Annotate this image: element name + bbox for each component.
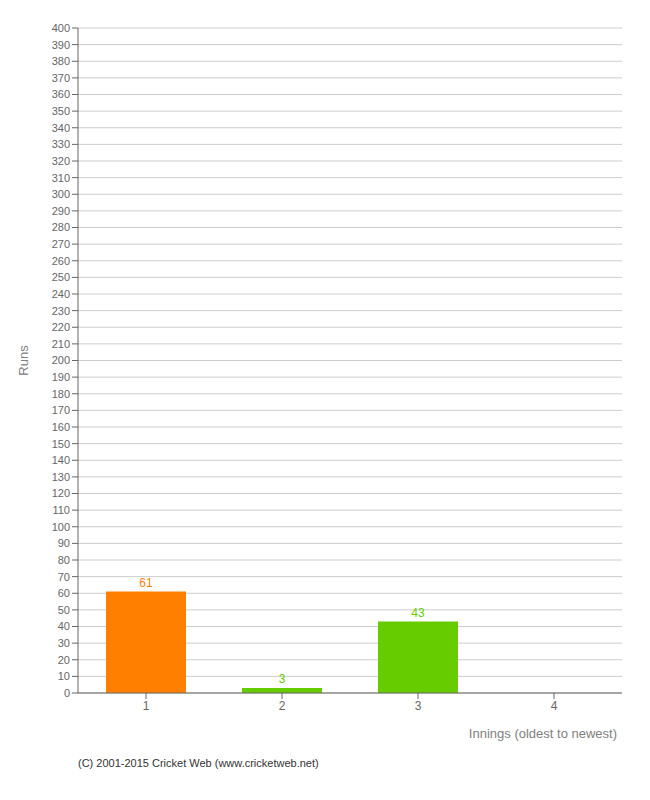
svg-text:150: 150 (52, 438, 70, 450)
svg-text:400: 400 (52, 22, 70, 34)
svg-text:100: 100 (52, 521, 70, 533)
html-text:(C) 2001-2015 Cricket Web (www: (C) 2001-2015 Cricket Web (www.cricketwe… (78, 757, 319, 769)
svg-text:1: 1 (143, 699, 150, 713)
svg-text:90: 90 (58, 537, 70, 549)
svg-text:30: 30 (58, 637, 70, 649)
svg-text:20: 20 (58, 654, 70, 666)
svg-text:4: 4 (551, 699, 558, 713)
svg-text:280: 280 (52, 221, 70, 233)
svg-text:350: 350 (52, 105, 70, 117)
svg-text:130: 130 (52, 471, 70, 483)
svg-text:Innings (oldest to newest): Innings (oldest to newest) (469, 726, 617, 741)
svg-text:360: 360 (52, 88, 70, 100)
svg-text:110: 110 (52, 504, 70, 516)
svg-text:320: 320 (52, 155, 70, 167)
svg-text:170: 170 (52, 404, 70, 416)
svg-text:80: 80 (58, 554, 70, 566)
svg-text:43: 43 (411, 606, 425, 620)
svg-text:210: 210 (52, 338, 70, 350)
svg-text:230: 230 (52, 305, 70, 317)
svg-text:140: 140 (52, 454, 70, 466)
svg-text:220: 220 (52, 321, 70, 333)
svg-text:270: 270 (52, 238, 70, 250)
svg-text:180: 180 (52, 388, 70, 400)
svg-text:260: 260 (52, 255, 70, 267)
svg-text:240: 240 (52, 288, 70, 300)
svg-text:300: 300 (52, 188, 70, 200)
svg-text:2: 2 (279, 699, 286, 713)
svg-text:200: 200 (52, 354, 70, 366)
svg-text:60: 60 (58, 587, 70, 599)
svg-text:120: 120 (52, 487, 70, 499)
svg-text:370: 370 (52, 72, 70, 84)
svg-text:250: 250 (52, 271, 70, 283)
svg-text:380: 380 (52, 55, 70, 67)
svg-text:70: 70 (58, 571, 70, 583)
svg-text:3: 3 (415, 699, 422, 713)
svg-text:310: 310 (52, 172, 70, 184)
svg-text:0: 0 (64, 687, 70, 699)
svg-text:340: 340 (52, 122, 70, 134)
svg-text:290: 290 (52, 205, 70, 217)
svg-text:10: 10 (58, 670, 70, 682)
svg-text:190: 190 (52, 371, 70, 383)
svg-text:Runs: Runs (16, 345, 31, 376)
svg-text:390: 390 (52, 39, 70, 51)
svg-text:3: 3 (279, 672, 286, 686)
svg-text:50: 50 (58, 604, 70, 616)
svg-text:61: 61 (139, 576, 153, 590)
svg-text:330: 330 (52, 138, 70, 150)
svg-text:160: 160 (52, 421, 70, 433)
svg-text:40: 40 (58, 620, 70, 632)
